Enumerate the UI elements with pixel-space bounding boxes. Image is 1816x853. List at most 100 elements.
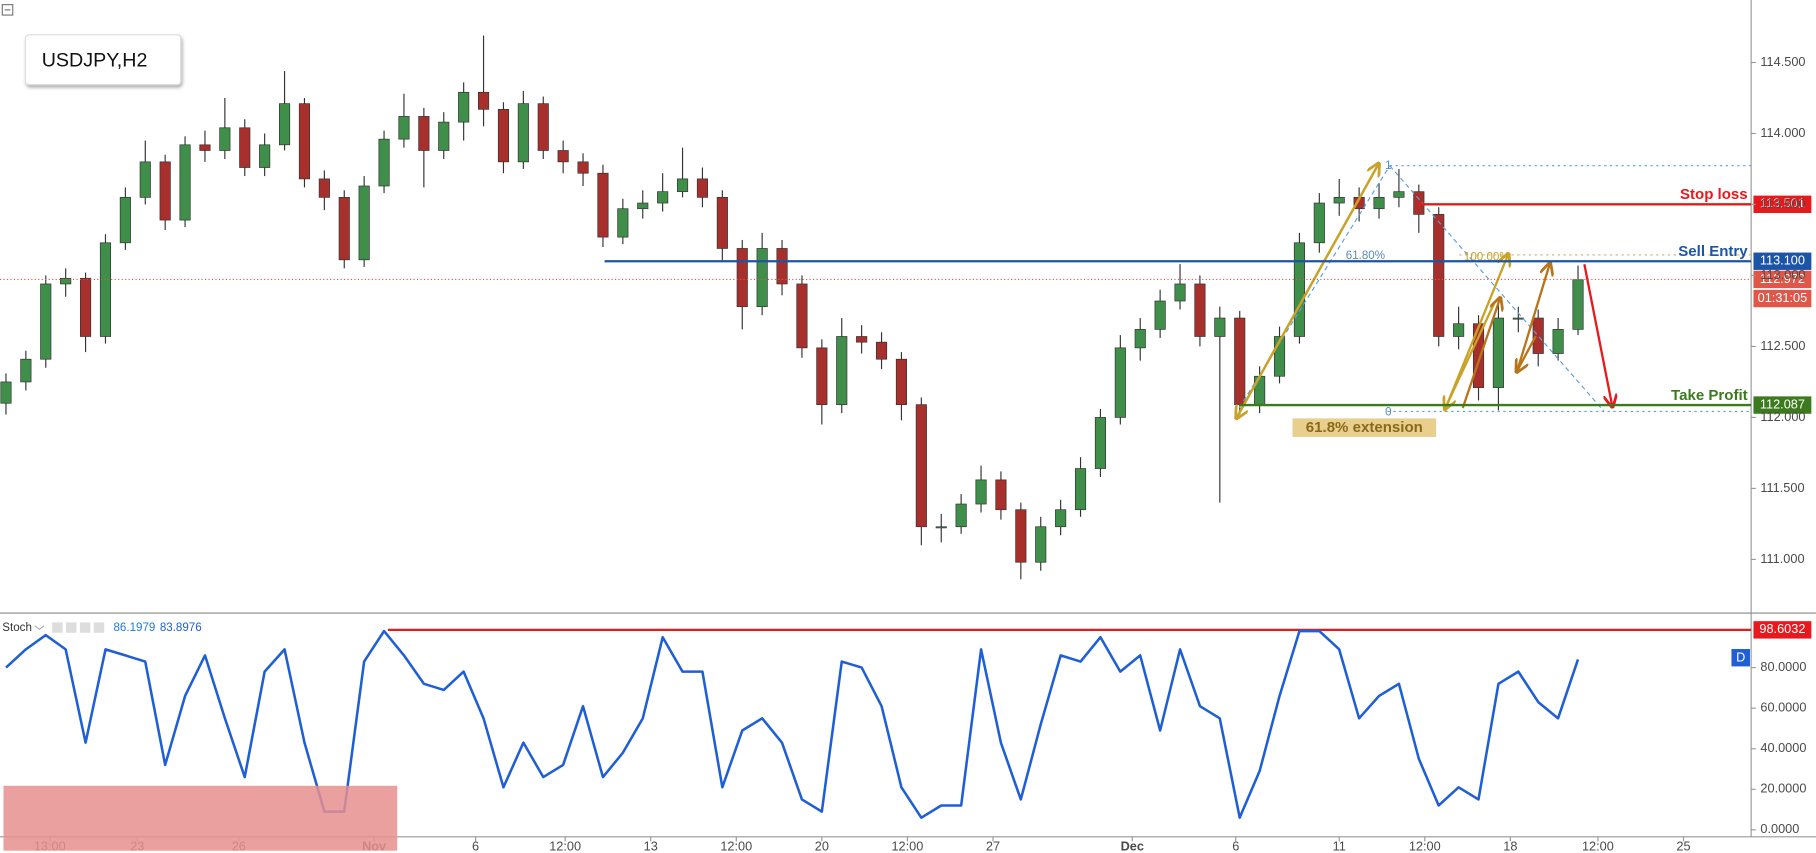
y-tick-label: 80.0000 [1760,659,1806,674]
candle-body [199,144,211,151]
candle-body [1572,279,1584,330]
candle-body [517,103,529,163]
candle-body [239,127,251,168]
fib-line [1389,165,1605,412]
candle-body [955,503,967,528]
x-tick-label: 12:00 [720,839,752,853]
y-tick-label: 113.000 [1760,267,1805,282]
candle-body [1333,197,1345,204]
watermark [3,785,398,851]
fib-label: 1 [1385,160,1391,172]
candle-body [915,404,927,528]
x-tick-label: 11 [1333,839,1346,853]
candle-body [637,202,649,210]
fib-label: 61.80% [1346,250,1385,262]
candle-body [657,191,669,204]
y-tick-label: 112.500 [1760,338,1805,353]
candle-body [458,91,470,123]
candle-body [836,336,848,405]
level-name: Take Profit [1671,387,1748,404]
candle-body [1313,202,1325,244]
candle-body [756,248,768,308]
indicator-menu[interactable] [34,625,45,631]
candle-body [1413,191,1425,215]
candle-body [219,127,231,151]
y-tick-label: 114.000 [1760,125,1805,140]
candle-body [816,347,828,405]
price-tag [1753,252,1812,270]
arrow [1461,299,1500,409]
candle-body [537,103,549,151]
indicator-reading: 86.1979 [113,622,155,634]
candle-body [676,178,689,193]
candle-body [875,341,888,360]
price-tag [1753,195,1812,214]
axes: 111.000 111.500 112.000 112.500 113.000 113.5… [34,54,1807,853]
y-tick-label: 0.0000 [1760,821,1799,836]
candle-body [0,381,12,404]
price-tag-label: 112.087 [1760,396,1805,411]
candle-body [358,185,370,261]
countdown-tag [1753,289,1812,308]
candle-body [418,116,430,151]
candle-body [1393,191,1405,198]
candle-body [398,116,410,140]
arrow [1237,164,1380,418]
stoch-pane: Stoch 86.1979 83.8976 98.6032 D [2,621,1812,819]
y-tick-label: 112.000 [1760,409,1805,424]
indicator-button[interactable] [66,622,77,633]
x-tick-label: 6 [1232,839,1239,853]
candle-body [1433,214,1445,337]
x-tick-label: 6 [472,839,479,853]
candle-body [1254,375,1266,405]
y-tick-label: 111.500 [1760,480,1804,495]
indicator-button[interactable] [93,622,105,633]
price-tag [1753,396,1812,414]
y-tick-label: 20.0000 [1760,781,1806,796]
countdown-label: 01:31:05 [1758,290,1808,305]
indicator-button[interactable] [79,622,91,633]
candle-body [776,248,788,285]
x-tick-label: 12:00 [549,839,581,853]
legend-label: D [1736,650,1745,665]
candle-body [279,103,291,146]
candle-body [179,144,191,221]
x-tick-label: 18 [1503,839,1517,853]
y-tick-label: 113.500 [1760,196,1805,211]
candle-body [1114,347,1126,418]
y-tick-label: 40.0000 [1760,740,1806,755]
fib-line [1238,165,1391,409]
candle-body [1134,329,1146,349]
indicator-button[interactable] [52,622,63,633]
level-name: Sell Entry [1678,243,1748,260]
candles [0,35,1584,580]
candle-body [99,242,112,337]
stoch-line [5,629,1580,819]
candle-body [1532,317,1544,354]
candle-body [1094,417,1106,469]
x-tick-label: 20 [815,839,829,853]
candle-body [1472,323,1485,388]
candle-body [995,479,1007,511]
candle-body [1273,336,1286,377]
price-tag [1753,621,1812,639]
candle-body [557,150,569,163]
candle-body [119,197,131,244]
arrow [1516,264,1549,372]
candle-body [1453,323,1465,337]
collapse-icon[interactable] [1,4,14,16]
candle-body [895,358,907,405]
candle-body [1214,317,1226,337]
y-tick-label: 60.0000 [1760,700,1806,715]
symbol-box: USDJPY,H2 [24,34,182,86]
candle-body [1512,317,1524,320]
y-tick-label: 111.000 [1760,551,1804,566]
price-tag [1753,270,1812,289]
candle-body [318,178,330,198]
arrow [1445,303,1496,408]
candle-body [139,161,151,198]
candle-body [20,358,32,383]
y-tick-label: 114.500 [1760,54,1805,69]
